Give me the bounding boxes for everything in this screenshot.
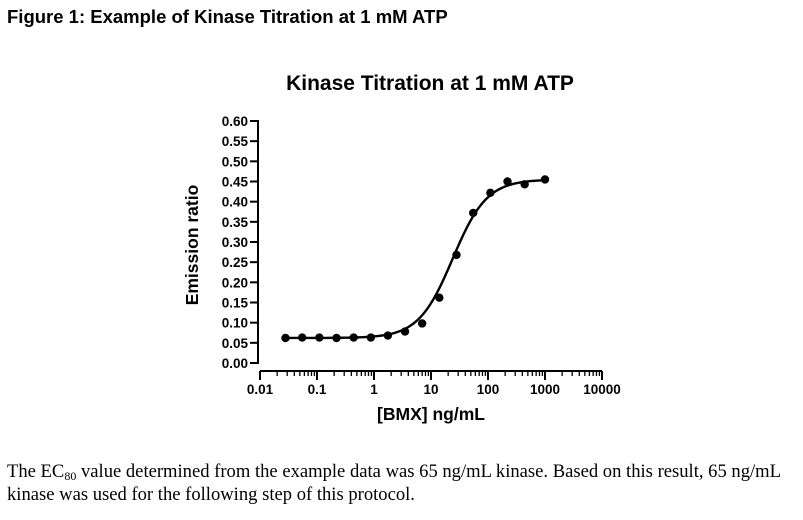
fit-curve bbox=[285, 178, 546, 340]
x-axis-label: [BMX] ng/mL bbox=[377, 404, 485, 424]
data-point bbox=[540, 175, 550, 184]
x-tick-label: 1 bbox=[370, 382, 378, 397]
y-tick-label: 0.40 bbox=[222, 195, 248, 210]
y-axis: 0.00 0.05 0.10 0.15 0.20 0.25 0.30 0.35 0.40 0.45… bbox=[222, 114, 259, 371]
x-axis: 0.01 0.1 1 10 100 1000 10000 bbox=[247, 370, 621, 397]
y-tick-label: 0.60 bbox=[222, 114, 248, 129]
y-tick-label: 0.20 bbox=[222, 275, 248, 290]
data-point bbox=[452, 250, 461, 260]
data-point bbox=[315, 333, 324, 342]
data-point bbox=[469, 208, 478, 218]
data-point bbox=[281, 333, 290, 343]
y-tick-label: 0.25 bbox=[222, 255, 249, 270]
data-point bbox=[332, 333, 341, 343]
y-tick-label: 0.00 bbox=[222, 356, 248, 371]
x-tick-label: 0.01 bbox=[247, 382, 274, 397]
figure-heading: Figure 1: Example of Kinase Titration at… bbox=[7, 6, 448, 27]
data-point bbox=[298, 333, 307, 342]
data-point bbox=[486, 188, 495, 197]
data-point bbox=[503, 177, 512, 186]
data-point bbox=[520, 180, 529, 189]
y-axis-label: Emission ratio bbox=[182, 185, 202, 306]
x-tick-label: 1000 bbox=[530, 382, 560, 397]
x-tick-label: 0.1 bbox=[308, 382, 327, 397]
y-tick-label: 0.05 bbox=[222, 336, 249, 351]
caption: The EC80 value determined from the examp… bbox=[7, 460, 802, 506]
caption-subscript: 80 bbox=[64, 469, 77, 483]
x-tick-label: 10000 bbox=[583, 382, 621, 397]
data-point bbox=[383, 331, 393, 340]
data-point bbox=[349, 333, 358, 342]
x-tick-label: 100 bbox=[477, 382, 500, 397]
y-tick-label: 0.35 bbox=[222, 215, 249, 230]
y-tick-label: 0.10 bbox=[222, 316, 248, 331]
data-point bbox=[435, 293, 444, 302]
data-points bbox=[281, 175, 550, 343]
data-point bbox=[366, 333, 376, 342]
y-tick-label: 0.15 bbox=[222, 296, 249, 311]
data-point bbox=[417, 319, 427, 328]
y-tick-label: 0.50 bbox=[222, 154, 248, 169]
chart-title: Kinase Titration at 1 mM ATP bbox=[286, 72, 574, 95]
y-tick-label: 0.45 bbox=[222, 175, 249, 190]
kinase-titration-chart: Kinase Titration at 1 mM ATP 0.00 0.05 0.1… bbox=[182, 72, 621, 424]
data-point bbox=[400, 327, 410, 336]
y-tick-label: 0.30 bbox=[222, 235, 248, 250]
caption-rest: value determined from the example data w… bbox=[7, 461, 781, 505]
x-tick-label: 10 bbox=[423, 382, 438, 397]
caption-prefix: The EC bbox=[7, 461, 65, 482]
y-tick-label: 0.55 bbox=[222, 134, 249, 149]
